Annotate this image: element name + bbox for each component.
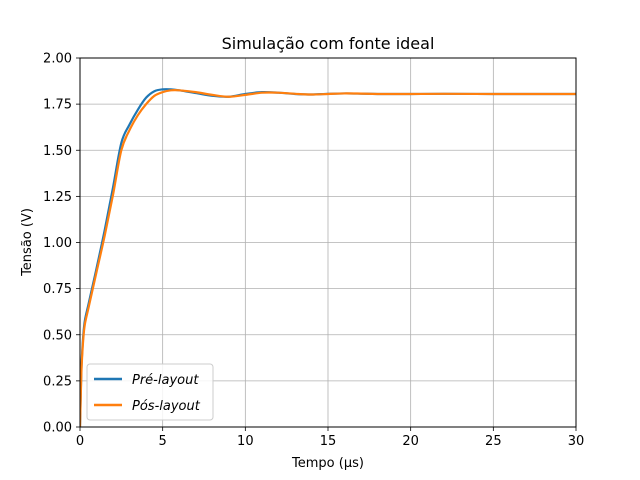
y-tick-label: 1.50 (43, 144, 72, 159)
x-axis: 0 5 10 15 20 25 30 (76, 427, 584, 449)
series-line-pos-layout (80, 88, 576, 427)
x-tick-label: 15 (320, 434, 337, 449)
y-tick-label: 1.25 (43, 190, 72, 205)
x-tick-label: 25 (485, 434, 502, 449)
x-tick-label: 0 (76, 434, 84, 449)
legend-label-pre-layout: Pré-layout (132, 373, 199, 388)
y-tick-label: 1.00 (43, 236, 72, 251)
y-tick-label: 0.25 (43, 374, 72, 389)
chart-title: Simulação com fonte ideal (222, 34, 435, 53)
y-tick-label: 0.75 (43, 282, 72, 297)
plot-lines (80, 88, 576, 427)
grid (79, 57, 577, 428)
x-axis-label: Tempo (µs) (291, 456, 364, 471)
x-tick-label: 20 (402, 434, 419, 449)
y-tick-label: 0.00 (43, 421, 72, 436)
y-tick-label: 0.50 (43, 328, 72, 343)
y-tick-label: 2.00 (43, 52, 72, 67)
legend-label-pos-layout: Pós-layout (132, 399, 201, 414)
y-tick-label: 1.75 (43, 98, 72, 113)
y-axis: 0.00 0.25 0.50 0.75 1.00 1.25 1.50 1.75 2.00 (43, 52, 80, 436)
x-tick-label: 10 (237, 434, 254, 449)
x-tick-label: 5 (159, 434, 167, 449)
x-tick-label: 30 (568, 434, 585, 449)
y-axis-label: Tensão (V) (20, 208, 35, 277)
legend: Pré-layout Pós-layout (86, 363, 214, 421)
